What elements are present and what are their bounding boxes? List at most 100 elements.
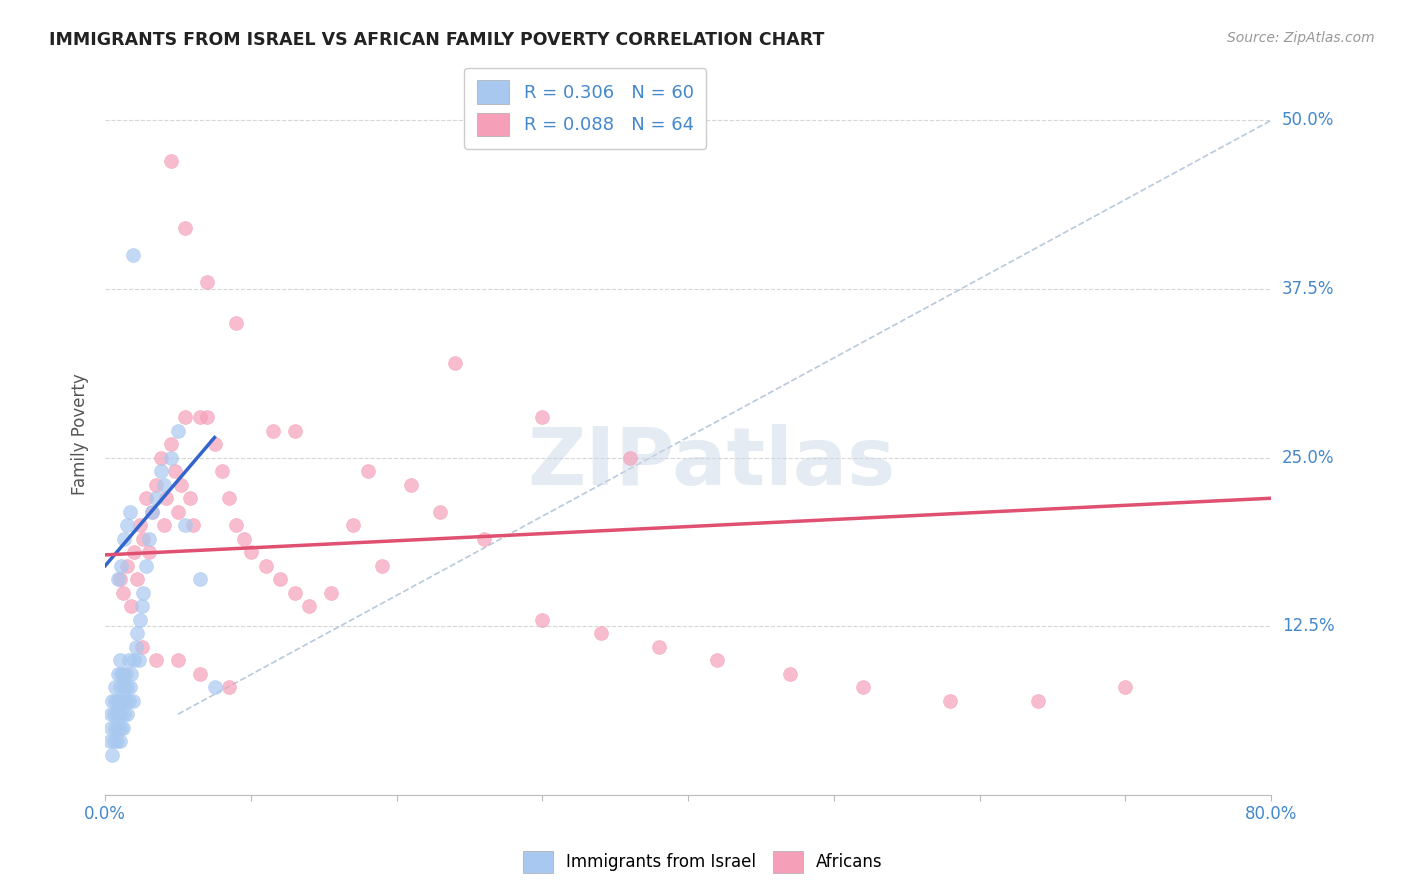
Point [152, 518, 174, 533]
Point [128, 653, 150, 667]
Point [319, 585, 342, 599]
Point [225, 518, 247, 533]
Point [149, 464, 172, 478]
Point [135, 491, 157, 506]
Point [218, 680, 240, 694]
Point [174, 518, 197, 533]
Point [138, 532, 160, 546]
Point [149, 450, 172, 465]
Point [179, 491, 201, 506]
Point [125, 640, 148, 654]
Point [103, 707, 125, 722]
Point [120, 666, 142, 681]
Point [104, 721, 127, 735]
Point [188, 572, 211, 586]
Point [124, 545, 146, 559]
Point [239, 545, 262, 559]
Point [112, 532, 135, 546]
Point [111, 666, 134, 681]
Point [141, 505, 163, 519]
Point [531, 613, 554, 627]
Point [131, 640, 153, 654]
Point [152, 477, 174, 491]
Point [129, 613, 152, 627]
Point [204, 680, 226, 694]
Point [254, 558, 277, 573]
Point [115, 518, 138, 533]
Point [105, 734, 128, 748]
Point [120, 599, 142, 614]
Point [204, 437, 226, 451]
Point [269, 572, 291, 586]
Text: Source: ZipAtlas.com: Source: ZipAtlas.com [1227, 31, 1375, 45]
Point [232, 532, 254, 546]
Point [167, 505, 190, 519]
Legend: R = 0.306   N = 60, R = 0.088   N = 64: R = 0.306 N = 60, R = 0.088 N = 64 [464, 68, 706, 149]
Point [589, 626, 612, 640]
Point [531, 410, 554, 425]
Point [167, 653, 190, 667]
Point [110, 558, 132, 573]
Point [104, 680, 127, 694]
Point [118, 505, 141, 519]
Point [107, 666, 129, 681]
Text: ZIPatlas: ZIPatlas [527, 424, 896, 502]
Point [114, 693, 136, 707]
Point [135, 558, 157, 573]
Point [108, 572, 131, 586]
Point [115, 680, 138, 694]
Point [1114, 680, 1136, 694]
Point [218, 491, 240, 506]
Point [472, 532, 495, 546]
Point [110, 666, 132, 681]
Point [101, 747, 124, 762]
Point [779, 666, 801, 681]
Point [115, 558, 138, 573]
Point [167, 424, 190, 438]
Point [111, 721, 134, 735]
Point [188, 410, 211, 425]
Point [124, 653, 146, 667]
Point [101, 693, 124, 707]
Point [108, 653, 131, 667]
Point [138, 545, 160, 559]
Point [100, 707, 122, 722]
Point [284, 585, 307, 599]
Point [118, 680, 141, 694]
Point [939, 693, 962, 707]
Point [371, 558, 394, 573]
Point [225, 316, 247, 330]
Point [356, 464, 378, 478]
Point [444, 356, 467, 370]
Point [159, 153, 181, 168]
Point [112, 707, 135, 722]
Point [619, 450, 641, 465]
Point [114, 666, 136, 681]
Point [104, 693, 127, 707]
Point [105, 707, 128, 722]
Point [108, 707, 131, 722]
Point [174, 221, 197, 235]
Point [122, 248, 145, 262]
Point [110, 693, 132, 707]
Text: 50.0%: 50.0% [1282, 112, 1334, 129]
Point [1026, 693, 1049, 707]
Point [107, 721, 129, 735]
Point [155, 491, 177, 506]
Point [111, 693, 134, 707]
Point [132, 532, 155, 546]
Point [165, 464, 187, 478]
Point [132, 585, 155, 599]
Point [342, 518, 364, 533]
Point [181, 518, 204, 533]
Point [112, 680, 135, 694]
Point [117, 693, 139, 707]
Point [174, 410, 197, 425]
Text: 25.0%: 25.0% [1282, 449, 1334, 467]
Point [108, 734, 131, 748]
Point [141, 505, 163, 519]
Point [852, 680, 875, 694]
Point [211, 464, 233, 478]
Point [195, 410, 218, 425]
Point [122, 693, 145, 707]
